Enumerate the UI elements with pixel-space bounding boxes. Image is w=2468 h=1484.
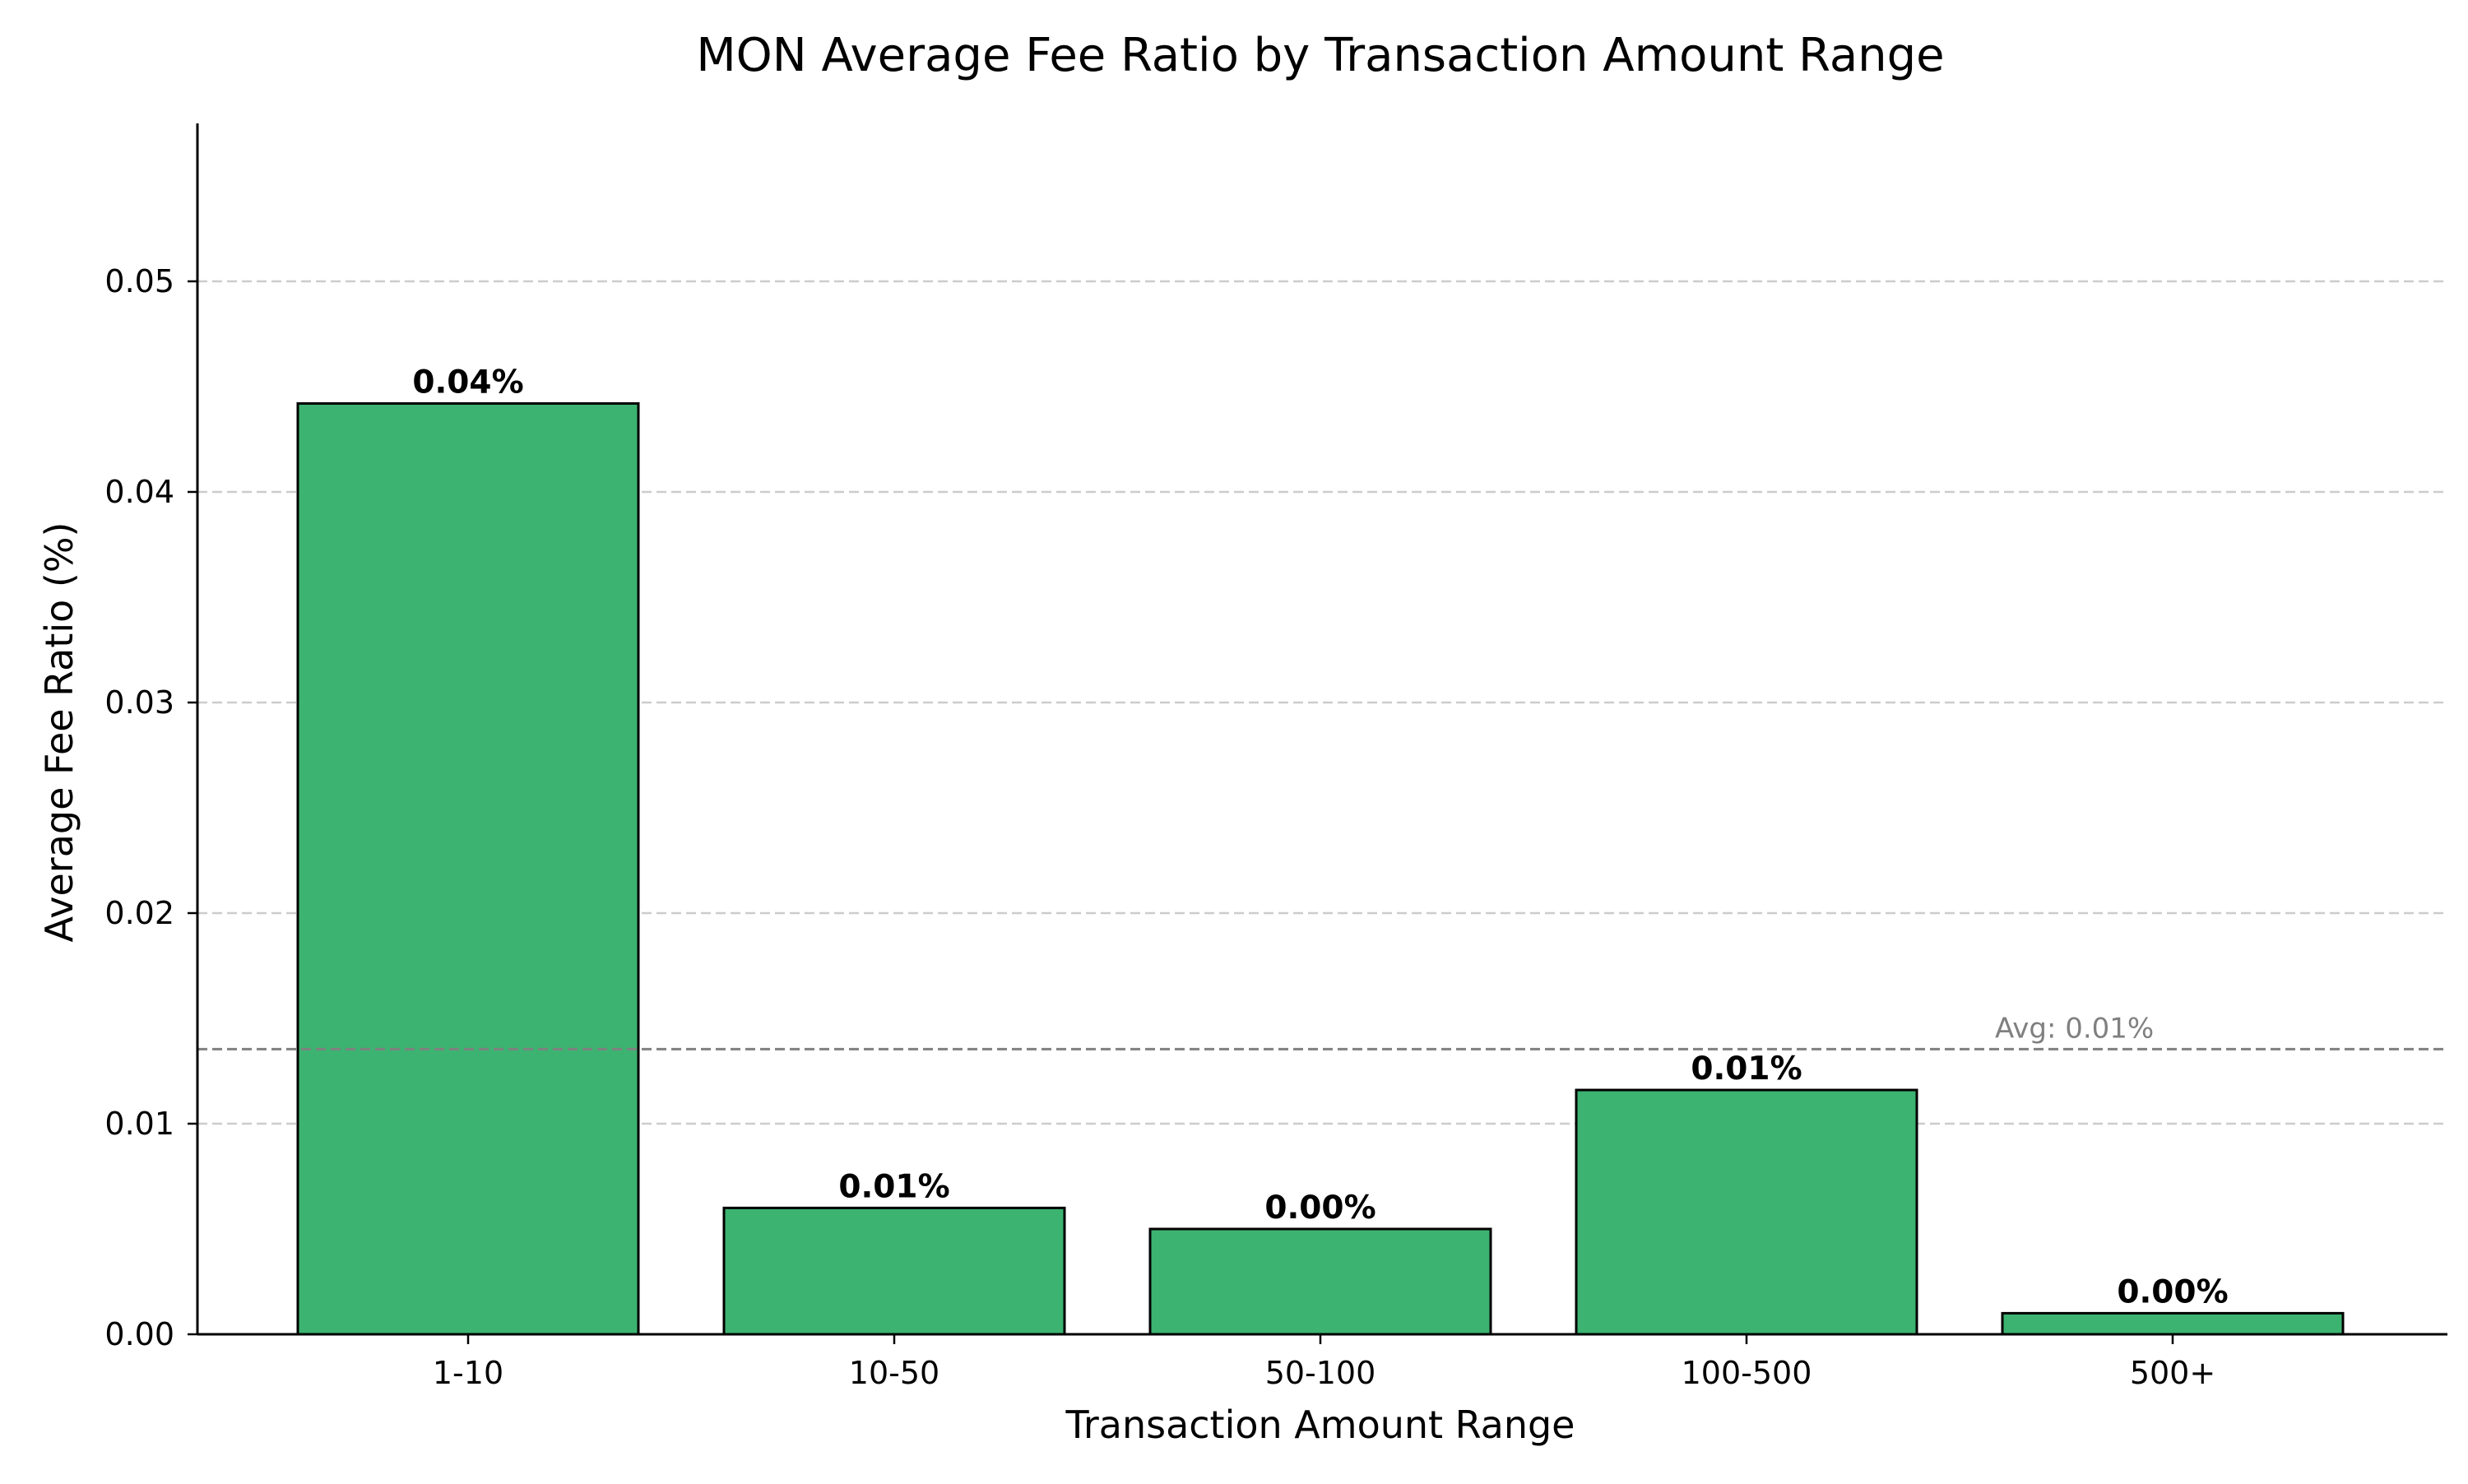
y-tick-label: 0.01	[104, 1106, 174, 1142]
x-tick-label: 1-10	[433, 1355, 503, 1391]
tick-labels: 0.00 0.01 0.02 0.03 0.04 0.05 1-10 10-50 50-100 1…	[104, 263, 2215, 1391]
data-label: 0.01%	[1691, 1050, 1802, 1087]
y-tick-label: 0.02	[104, 895, 174, 931]
bars	[296, 401, 2345, 1336]
data-label: 0.00%	[1264, 1190, 1375, 1227]
bar-10-50	[722, 1206, 1066, 1336]
axes	[188, 123, 2447, 1344]
y-tick-label: 0.00	[104, 1316, 174, 1352]
bar-50-100	[1148, 1227, 1492, 1336]
bar-1-10	[296, 401, 640, 1336]
y-tick-label: 0.05	[104, 263, 174, 299]
bar-500+	[2001, 1311, 2345, 1336]
average-line-label: Avg: 0.01%	[1995, 1012, 2154, 1045]
data-label: 0.01%	[838, 1168, 949, 1205]
data-label: 0.04%	[412, 364, 523, 401]
data-labels: 0.04% 0.01% 0.00% 0.01% 0.00%	[412, 364, 2228, 1310]
x-tick-label: 10-50	[849, 1355, 939, 1391]
data-label: 0.00%	[2117, 1273, 2228, 1310]
chart-title: MON Average Fee Ratio by Transaction Amo…	[696, 29, 1944, 82]
y-tick-label: 0.03	[104, 684, 174, 721]
y-axis-title: Average Fee Ratio (%)	[37, 522, 81, 942]
x-tick-label: 100-500	[1682, 1355, 1812, 1391]
bar-100-500	[1575, 1088, 1918, 1336]
average-reference-line: Avg: 0.01%	[197, 1012, 2447, 1050]
x-axis-title: Transaction Amount Range	[1065, 1403, 1575, 1447]
x-tick-label: 500+	[2130, 1355, 2215, 1391]
y-tick-label: 0.04	[104, 474, 174, 510]
x-tick-label: 50-100	[1265, 1355, 1376, 1391]
